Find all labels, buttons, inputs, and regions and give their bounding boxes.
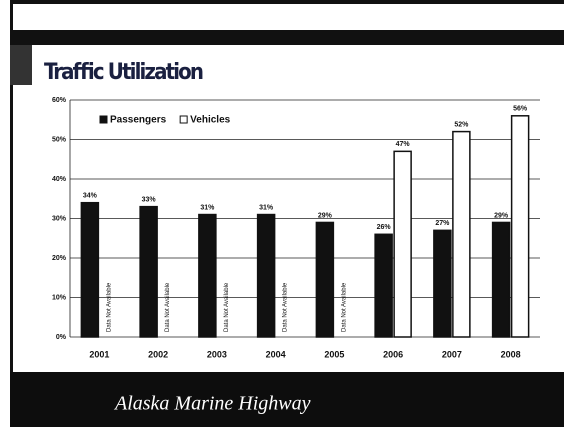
footer-band (10, 372, 564, 427)
x-tick-label: 2003 (207, 349, 227, 359)
value-label: 31% (259, 204, 274, 211)
value-label: 47% (396, 141, 411, 148)
x-tick-label: 2004 (266, 349, 286, 359)
bar (315, 221, 335, 338)
bar (491, 221, 511, 338)
chart-title: Traffic Utilization (44, 60, 204, 85)
value-label: 26% (377, 224, 392, 231)
legend-swatch (179, 115, 188, 124)
value-label: 33% (142, 196, 157, 203)
left-block (10, 45, 32, 85)
annotation: Data Not Available (224, 282, 230, 332)
value-label: 27% (435, 220, 450, 227)
value-label: 52% (454, 121, 469, 128)
header-band (10, 30, 564, 45)
legend-label: Passengers (110, 115, 167, 126)
bar (433, 229, 452, 338)
x-tick-label: 2008 (501, 349, 521, 359)
annotation: Data Not Available (165, 282, 171, 332)
bar (393, 150, 412, 338)
value-label: 29% (494, 212, 509, 219)
value-label: 56% (513, 106, 528, 113)
bar (256, 213, 276, 338)
bar (374, 233, 393, 338)
y-tick-label: 60% (52, 97, 67, 104)
bar (139, 205, 158, 338)
bar (80, 201, 100, 338)
y-tick-label: 50% (52, 136, 67, 143)
top-border (10, 0, 564, 4)
value-label: 29% (318, 212, 333, 219)
annotation: Data Not Available (341, 282, 347, 332)
bar (198, 213, 217, 338)
bar (510, 115, 530, 338)
value-label: 31% (200, 204, 215, 211)
legend-label: Vehicles (190, 115, 230, 126)
x-tick-label: 2005 (324, 349, 344, 359)
x-tick-label: 2001 (89, 349, 109, 359)
x-tick-label: 2002 (148, 349, 168, 359)
y-tick-label: 30% (52, 215, 67, 222)
y-tick-label: 20% (52, 255, 67, 262)
footer-text: Alaska Marine Highway (113, 393, 311, 415)
x-tick-label: 2007 (442, 349, 462, 359)
annotation: Data Not Available (283, 282, 289, 332)
x-tick-label: 2006 (383, 349, 403, 359)
left-border (10, 0, 13, 427)
bar (452, 130, 471, 338)
value-label: 34% (83, 193, 98, 200)
annotation: Data Not Available (106, 282, 112, 332)
y-tick-label: 10% (52, 294, 67, 301)
y-tick-label: 0% (56, 334, 67, 341)
y-tick-label: 40% (52, 176, 67, 183)
legend-swatch (99, 115, 108, 124)
